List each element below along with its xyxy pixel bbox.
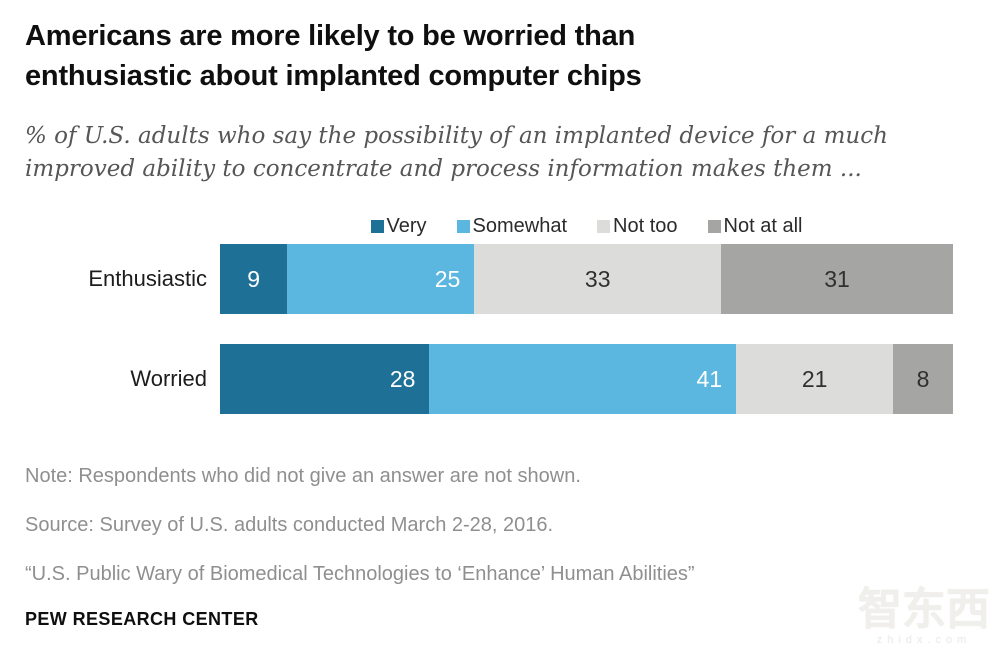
legend-swatch-very xyxy=(370,219,384,233)
legend-item-not-at-all: Not at all xyxy=(707,214,803,238)
chart-subtitle-line-1: % of U.S. adults who say the possibility… xyxy=(25,123,888,149)
bar-track-enthusiastic: 9 25 33 31 xyxy=(220,244,953,314)
chart-title-line-2: enthusiastic about implanted computer ch… xyxy=(25,60,642,92)
legend-label-somewhat: Somewhat xyxy=(472,215,568,237)
pew-research-center-brand: PEW RESEARCH CENTER xyxy=(25,609,259,629)
bar-label-worried: Worried xyxy=(130,366,207,391)
legend-item-very: Very xyxy=(370,214,427,238)
legend-label-not-too: Not too xyxy=(613,215,678,237)
segment-enthusiastic-not-too: 33 xyxy=(474,244,722,314)
legend-swatch-not-at-all xyxy=(707,219,721,233)
segment-enthusiastic-not-at-all: 31 xyxy=(721,244,953,314)
legend-item-somewhat: Somewhat xyxy=(456,214,568,238)
legend-swatch-not-too xyxy=(597,219,611,233)
segment-worried-somewhat: 41 xyxy=(429,344,737,414)
chart-legend: Very Somewhat Not too Not at all xyxy=(220,214,953,238)
legend-label-very: Very xyxy=(386,215,427,237)
legend-swatch-somewhat xyxy=(456,219,470,233)
legend-item-not-too: Not too xyxy=(597,214,678,238)
chart-footer: Note: Respondents who did not give an an… xyxy=(25,464,975,630)
chart-subtitle: % of U.S. adults who say the possibility… xyxy=(25,120,975,186)
segment-enthusiastic-very: 9 xyxy=(220,244,288,314)
watermark-domain: zhidx.com xyxy=(876,634,972,646)
note-text: Note: Respondents who did not give an an… xyxy=(25,465,581,487)
bar-label-enthusiastic: Enthusiastic xyxy=(88,266,207,291)
chart-subtitle-line-2: improved ability to concentrate and proc… xyxy=(25,156,862,182)
segment-worried-very: 28 xyxy=(220,344,430,414)
bar-row-enthusiastic: Enthusiastic 9 25 33 31 xyxy=(25,244,975,314)
source-text: Source: Survey of U.S. adults conducted … xyxy=(25,514,554,536)
chart-title-line-1: Americans are more likely to be worried … xyxy=(25,20,636,52)
content: Americans are more likely to be worried … xyxy=(0,16,1000,630)
legend-label-not-at-all: Not at all xyxy=(723,215,803,237)
chart-title: Americans are more likely to be worried … xyxy=(25,16,975,96)
bar-track-worried: 28 41 21 8 xyxy=(220,344,953,414)
segment-enthusiastic-somewhat: 25 xyxy=(287,244,475,314)
stacked-bar-chart: Very Somewhat Not too Not at all Enthusiast… xyxy=(25,214,975,414)
report-title-text: “U.S. Public Wary of Biomedical Technolo… xyxy=(25,563,695,585)
bar-rows: Enthusiastic 9 25 33 31 Worried 28 41 21 8 xyxy=(25,244,975,414)
bar-row-worried: Worried 28 41 21 8 xyxy=(25,344,975,414)
segment-worried-not-too: 21 xyxy=(736,344,894,414)
segment-worried-not-at-all: 8 xyxy=(893,344,953,414)
